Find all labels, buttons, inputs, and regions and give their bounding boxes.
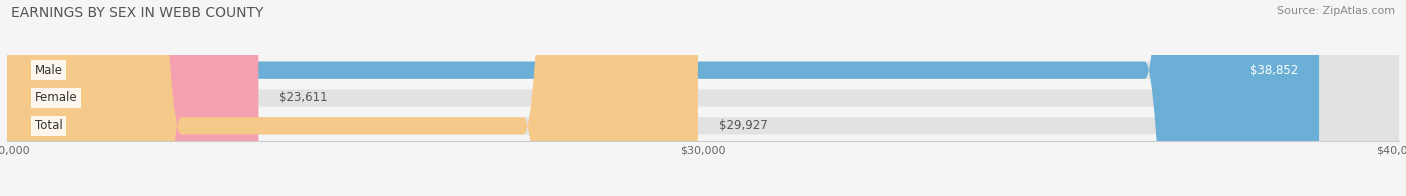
- FancyBboxPatch shape: [7, 0, 1399, 196]
- Text: Total: Total: [35, 119, 63, 132]
- Text: $23,611: $23,611: [280, 92, 328, 104]
- FancyBboxPatch shape: [7, 0, 1319, 196]
- FancyBboxPatch shape: [7, 0, 1399, 196]
- FancyBboxPatch shape: [7, 0, 259, 196]
- FancyBboxPatch shape: [7, 0, 697, 196]
- Text: EARNINGS BY SEX IN WEBB COUNTY: EARNINGS BY SEX IN WEBB COUNTY: [11, 6, 263, 20]
- Text: Male: Male: [35, 64, 63, 77]
- Text: $38,852: $38,852: [1250, 64, 1298, 77]
- Text: Female: Female: [35, 92, 77, 104]
- FancyBboxPatch shape: [7, 0, 1399, 196]
- Text: Source: ZipAtlas.com: Source: ZipAtlas.com: [1277, 6, 1395, 16]
- Text: $29,927: $29,927: [718, 119, 768, 132]
